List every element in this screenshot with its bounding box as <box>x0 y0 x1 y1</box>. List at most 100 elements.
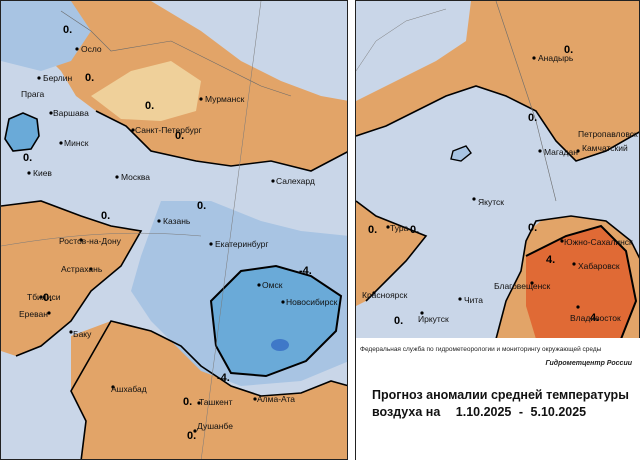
date-separator: - <box>518 405 524 419</box>
city-label: Якутск <box>478 197 504 207</box>
city-dot <box>79 238 83 242</box>
west-map-canvas: 0. 0. 0. 0. 0. 0. 0. 0. 0. -4. -4. 0. Ос… <box>1 1 347 459</box>
isoline-zero-north <box>95 110 347 172</box>
city-dot <box>193 429 197 433</box>
isoline-label: 0. <box>183 396 192 408</box>
isoline-label: -4. <box>299 265 312 277</box>
city-label: Прага <box>21 89 44 99</box>
city-label: Ростов-на-Дону <box>59 236 122 246</box>
city-label: Минск <box>64 138 89 148</box>
isoline-plus4 <box>525 224 638 340</box>
city-dot <box>197 401 201 405</box>
isoline-label: 0. <box>410 224 419 236</box>
very-cold-spot <box>271 339 289 351</box>
city-dot <box>199 97 203 101</box>
city-dot <box>576 305 580 309</box>
city-label: Баку <box>73 329 92 339</box>
city-dot <box>27 171 31 175</box>
city-dot <box>271 179 275 183</box>
city-dot <box>253 397 257 401</box>
city-dot <box>560 239 564 243</box>
city-label: Астрахань <box>61 264 103 274</box>
city-label: Киев <box>33 168 52 178</box>
city-label: Петропавловск <box>578 129 638 139</box>
isoline-zero-southwest <box>1 200 143 357</box>
isoline-label: 0. <box>85 72 94 84</box>
center-credit: Гидрометцентр России <box>545 360 633 367</box>
graticule-meridian <box>201 1 262 459</box>
city-dot <box>131 128 135 132</box>
isoline-minus4 <box>209 264 343 378</box>
city-label: Алма-Ата <box>257 394 295 404</box>
city-label: Казань <box>163 216 191 226</box>
city-dot <box>39 295 43 299</box>
graticule <box>1 232 202 247</box>
city-label: Анадырь <box>538 53 574 63</box>
city-dot <box>472 197 476 201</box>
warm-area-southwest <box>1 201 141 356</box>
isoline-label: 0. <box>23 152 32 164</box>
isoline-label: 0. <box>63 24 72 36</box>
city-label: Ереван <box>19 309 48 319</box>
city-label: Москва <box>121 172 150 182</box>
isoline-labels: 0. 0. 0. 0. 0. 0. 0. 0. 0. -4. -4. 0. <box>23 24 312 442</box>
graticule <box>356 8 447 72</box>
city-dot <box>49 111 53 115</box>
isoline-zero-south <box>70 320 347 459</box>
isoline-labels: 0. 0. 0. 0. 0. 4. 4. 0. <box>368 44 599 327</box>
city-dot <box>69 330 73 334</box>
slight-cold-area-yakutia <box>411 136 546 246</box>
isoline-label: -4. <box>217 372 230 384</box>
isoline-label: 0. <box>101 210 110 222</box>
city-label: Иркутск <box>418 314 449 324</box>
city-dot <box>157 219 161 223</box>
warm-area-south <box>71 321 347 459</box>
strong-cold-area-omsk <box>211 266 341 376</box>
isoline-label: 0. <box>368 224 377 236</box>
isoline-label: 0. <box>528 222 537 234</box>
city-dot <box>532 56 536 60</box>
city-label: Душанбе <box>197 421 233 431</box>
city-dot <box>75 47 79 51</box>
city-dot <box>257 283 261 287</box>
city-label: Осло <box>81 44 102 54</box>
city-markers: Анадырь Петропавловск Камчатский Магадан… <box>362 53 638 324</box>
title-prefix: воздуха на <box>372 405 441 419</box>
coastline <box>495 1 557 202</box>
city-label: Екатеринбург <box>215 239 268 249</box>
isoline-label: 4. <box>590 312 599 324</box>
city-label: Тура <box>390 223 409 233</box>
city-dot <box>47 311 51 315</box>
map-title-line-1: Прогноз аномалии средней температуры <box>372 388 629 402</box>
isoline-zero-small-cold <box>450 145 472 162</box>
city-label: Камчатский <box>582 143 628 153</box>
city-label: Красноярск <box>362 290 408 300</box>
warm-area-northeast <box>356 1 639 161</box>
city-label: Владивосток <box>570 313 621 323</box>
slight-warm-area-baltic <box>91 61 201 121</box>
city-label: Тбилиси <box>27 292 61 302</box>
title-panel: Федеральная служба по гидрометеорологии … <box>355 338 640 460</box>
city-label: Ашхабад <box>111 384 147 394</box>
date-from: 1.10.2025 <box>455 405 512 419</box>
isoline-label: 0. <box>187 430 196 442</box>
city-label: Благовещенск <box>494 281 551 291</box>
strong-warm-area-primorye <box>526 226 636 339</box>
date-to: 5.10.2025 <box>530 405 587 419</box>
city-dot <box>538 149 542 153</box>
cold-area-scandinavia <box>1 1 91 71</box>
isoline-label: 0. <box>394 315 403 327</box>
city-label: Магадан <box>544 147 578 157</box>
city-label: Новосибирск <box>286 297 338 307</box>
city-dot <box>111 385 115 389</box>
city-label: Мурманск <box>205 94 245 104</box>
agency-credit: Федеральная служба по гидрометеорологии … <box>360 346 602 353</box>
city-label: Чита <box>464 295 483 305</box>
map-title-line-2: воздуха на 1.10.2025 - 5.10.2025 <box>372 405 586 419</box>
isoline-zero-southeast <box>495 215 639 340</box>
city-dot <box>386 225 390 229</box>
isoline-zero-north-sea <box>4 112 40 152</box>
city-markers: Осло Берлин Прага Варшава Минск Санкт-Пе… <box>19 44 338 433</box>
isoline-label: 0. <box>145 100 154 112</box>
city-dot <box>115 175 119 179</box>
